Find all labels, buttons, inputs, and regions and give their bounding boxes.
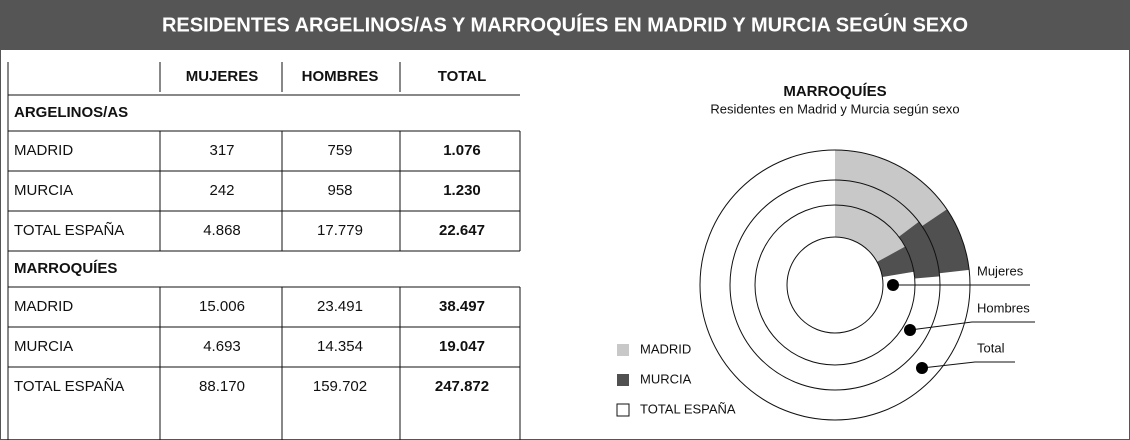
ring-sector <box>835 150 947 227</box>
cell: 22.647 <box>439 222 485 239</box>
row-label: MADRID <box>14 142 73 159</box>
legend-label: TOTAL ESPAÑA <box>640 401 736 416</box>
ring-sector <box>921 209 970 274</box>
ring-label: Total <box>977 340 1005 355</box>
ring-leader <box>921 361 1015 369</box>
ring-sector <box>877 246 914 278</box>
legend-label: MADRID <box>640 341 691 356</box>
cell: 159.702 <box>313 378 367 395</box>
title-bar <box>0 0 1130 50</box>
cell: 242 <box>209 182 234 199</box>
column-header: MUJERES <box>186 68 259 85</box>
group-label: MARROQUÍES <box>14 260 117 277</box>
row-label: MADRID <box>14 298 73 315</box>
chart-title: MARROQUÍES <box>783 83 886 100</box>
legend-label: MURCIA <box>640 371 692 386</box>
legend-swatch <box>616 403 630 417</box>
ring-dot <box>916 362 928 374</box>
ring-label: Mujeres <box>977 263 1024 278</box>
ring-circle <box>786 236 884 334</box>
cell: 958 <box>327 182 352 199</box>
ring-sector <box>898 221 940 279</box>
row-label: TOTAL ESPAÑA <box>14 378 124 395</box>
column-header: TOTAL <box>438 68 487 85</box>
cell: 1.230 <box>443 182 481 199</box>
row-label: TOTAL ESPAÑA <box>14 222 124 239</box>
column-header: HOMBRES <box>302 68 379 85</box>
cell: 38.497 <box>439 298 485 315</box>
chart-subtitle: Residentes en Madrid y Murcia según sexo <box>710 101 959 116</box>
row-label: MURCIA <box>14 182 73 199</box>
cell: 23.491 <box>317 298 363 315</box>
row-label: MURCIA <box>14 338 73 355</box>
cell: 14.354 <box>317 338 363 355</box>
title: RESIDENTES ARGELINOS/AS Y MARROQUÍES EN … <box>162 12 968 36</box>
ring-label: Hombres <box>977 300 1030 315</box>
legend-swatch <box>617 344 629 356</box>
cell: 759 <box>327 142 352 159</box>
legend-swatch <box>617 374 629 386</box>
cell: 247.872 <box>435 378 489 395</box>
cell: 317 <box>209 142 234 159</box>
cell: 19.047 <box>439 338 485 355</box>
cell: 4.693 <box>203 338 241 355</box>
ring-sector <box>835 180 919 237</box>
cell: 15.006 <box>199 298 245 315</box>
ring-dot <box>904 324 916 336</box>
cell: 17.779 <box>317 222 363 239</box>
cell: 88.170 <box>199 378 245 395</box>
ring-sector <box>835 205 906 262</box>
cell: 4.868 <box>203 222 241 239</box>
group-label: ARGELINOS/AS <box>14 104 128 121</box>
cell: 1.076 <box>443 142 481 159</box>
ring-dot <box>887 279 899 291</box>
ring-leader <box>909 321 1035 331</box>
